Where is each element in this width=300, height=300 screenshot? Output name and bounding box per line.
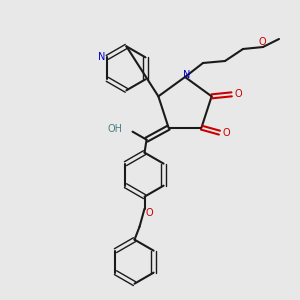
Text: O: O (146, 208, 153, 218)
Text: N: N (98, 52, 105, 62)
Text: O: O (235, 89, 242, 99)
Text: O: O (258, 37, 266, 47)
Text: OH: OH (107, 124, 122, 134)
Text: O: O (223, 128, 230, 138)
Text: N: N (183, 70, 191, 80)
